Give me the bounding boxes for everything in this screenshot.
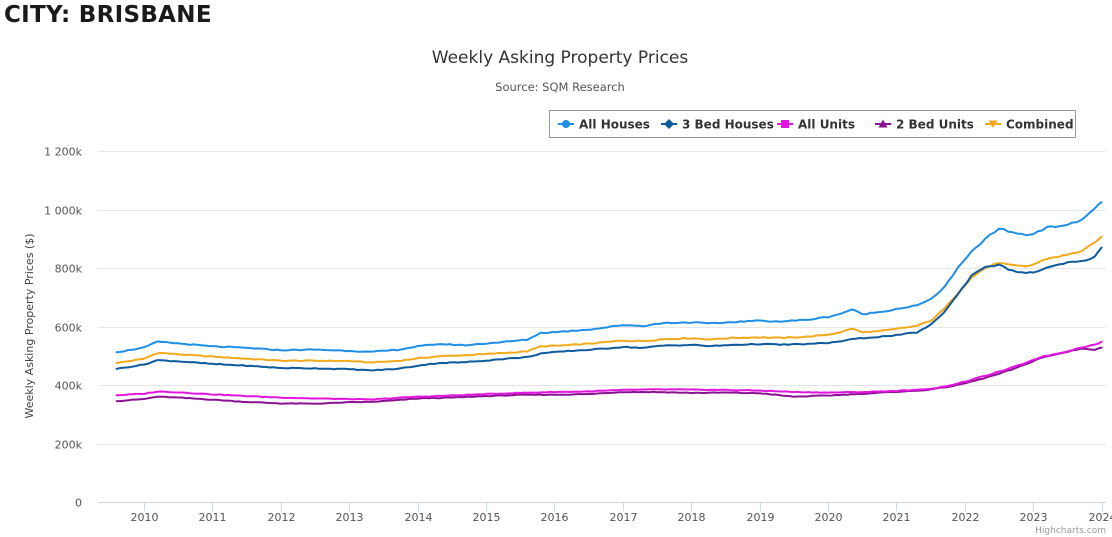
legend-label: 2 Bed Units xyxy=(896,118,974,132)
x-tick-label: 2018 xyxy=(678,511,706,524)
y-tick-label: 200k xyxy=(55,439,83,452)
triangle-down-marker-icon xyxy=(988,120,998,128)
x-tick-label: 2023 xyxy=(1020,511,1048,524)
x-tick-label: 2015 xyxy=(473,511,501,524)
legend-item-combined[interactable]: Combined xyxy=(985,118,1074,132)
x-tick-label: 2019 xyxy=(747,511,775,524)
legend-item-2-bed-units[interactable]: 2 Bed Units xyxy=(875,118,974,132)
series-line-combined xyxy=(115,235,1103,365)
diamond-marker-icon xyxy=(664,119,674,129)
x-tick-label: 2011 xyxy=(199,511,227,524)
series-line-2-bed-units xyxy=(115,346,1103,405)
y-tick-label: 400k xyxy=(55,380,83,393)
chart-subtitle: Source: SQM Research xyxy=(495,80,625,94)
x-axis: 2010 2011 2012 2013 2014 2015 2016 2017 2018 2019… xyxy=(98,502,1112,524)
y-tick-label: 600k xyxy=(55,322,83,335)
triangle-marker-icon xyxy=(878,119,888,128)
y-axis-ticks: 0 200k 400k 600k 800k 1 000k 1 200k xyxy=(44,146,82,510)
y-axis-title: Weekly Asking Property Prices ($) xyxy=(23,233,36,418)
x-tick-label: 2020 xyxy=(815,511,843,524)
x-tick-label: 2016 xyxy=(541,511,569,524)
y-tick-label: 0 xyxy=(75,497,82,510)
square-marker-icon xyxy=(781,120,789,128)
circle-marker-icon xyxy=(562,120,570,128)
legend-item-3-bed-houses[interactable]: 3 Bed Houses xyxy=(661,118,774,132)
legend-item-all-units[interactable]: All Units xyxy=(777,118,855,132)
x-tick-label: 2010 xyxy=(131,511,159,524)
series-lines xyxy=(115,201,1103,405)
y-tick-label: 1 000k xyxy=(44,205,82,218)
series-line-all-houses xyxy=(115,201,1103,354)
y-tick-label: 800k xyxy=(55,263,83,276)
x-tick-label: 2024 xyxy=(1089,511,1112,524)
x-tick-label: 2013 xyxy=(336,511,364,524)
credits-link[interactable]: Highcharts.com xyxy=(1035,526,1106,536)
series-line-3-bed-houses xyxy=(115,246,1103,372)
legend-label: 3 Bed Houses xyxy=(682,118,774,132)
legend: All Houses 3 Bed Houses All Units 2 Bed Uni… xyxy=(549,110,1076,138)
x-tick-label: 2022 xyxy=(952,511,980,524)
y-tick-label: 1 200k xyxy=(44,146,82,159)
chart-title: Weekly Asking Property Prices xyxy=(432,48,689,68)
city-heading: CITY: BRISBANE xyxy=(4,2,212,28)
series-line-all-units xyxy=(115,340,1103,401)
x-tick-label: 2017 xyxy=(610,511,638,524)
x-tick-label: 2014 xyxy=(405,511,433,524)
legend-label: All Houses xyxy=(579,118,650,132)
legend-item-all-houses[interactable]: All Houses xyxy=(558,118,650,132)
legend-label: All Units xyxy=(798,118,855,132)
x-tick-label: 2012 xyxy=(268,511,296,524)
x-tick-label: 2021 xyxy=(883,511,911,524)
legend-label: Combined xyxy=(1006,118,1074,132)
